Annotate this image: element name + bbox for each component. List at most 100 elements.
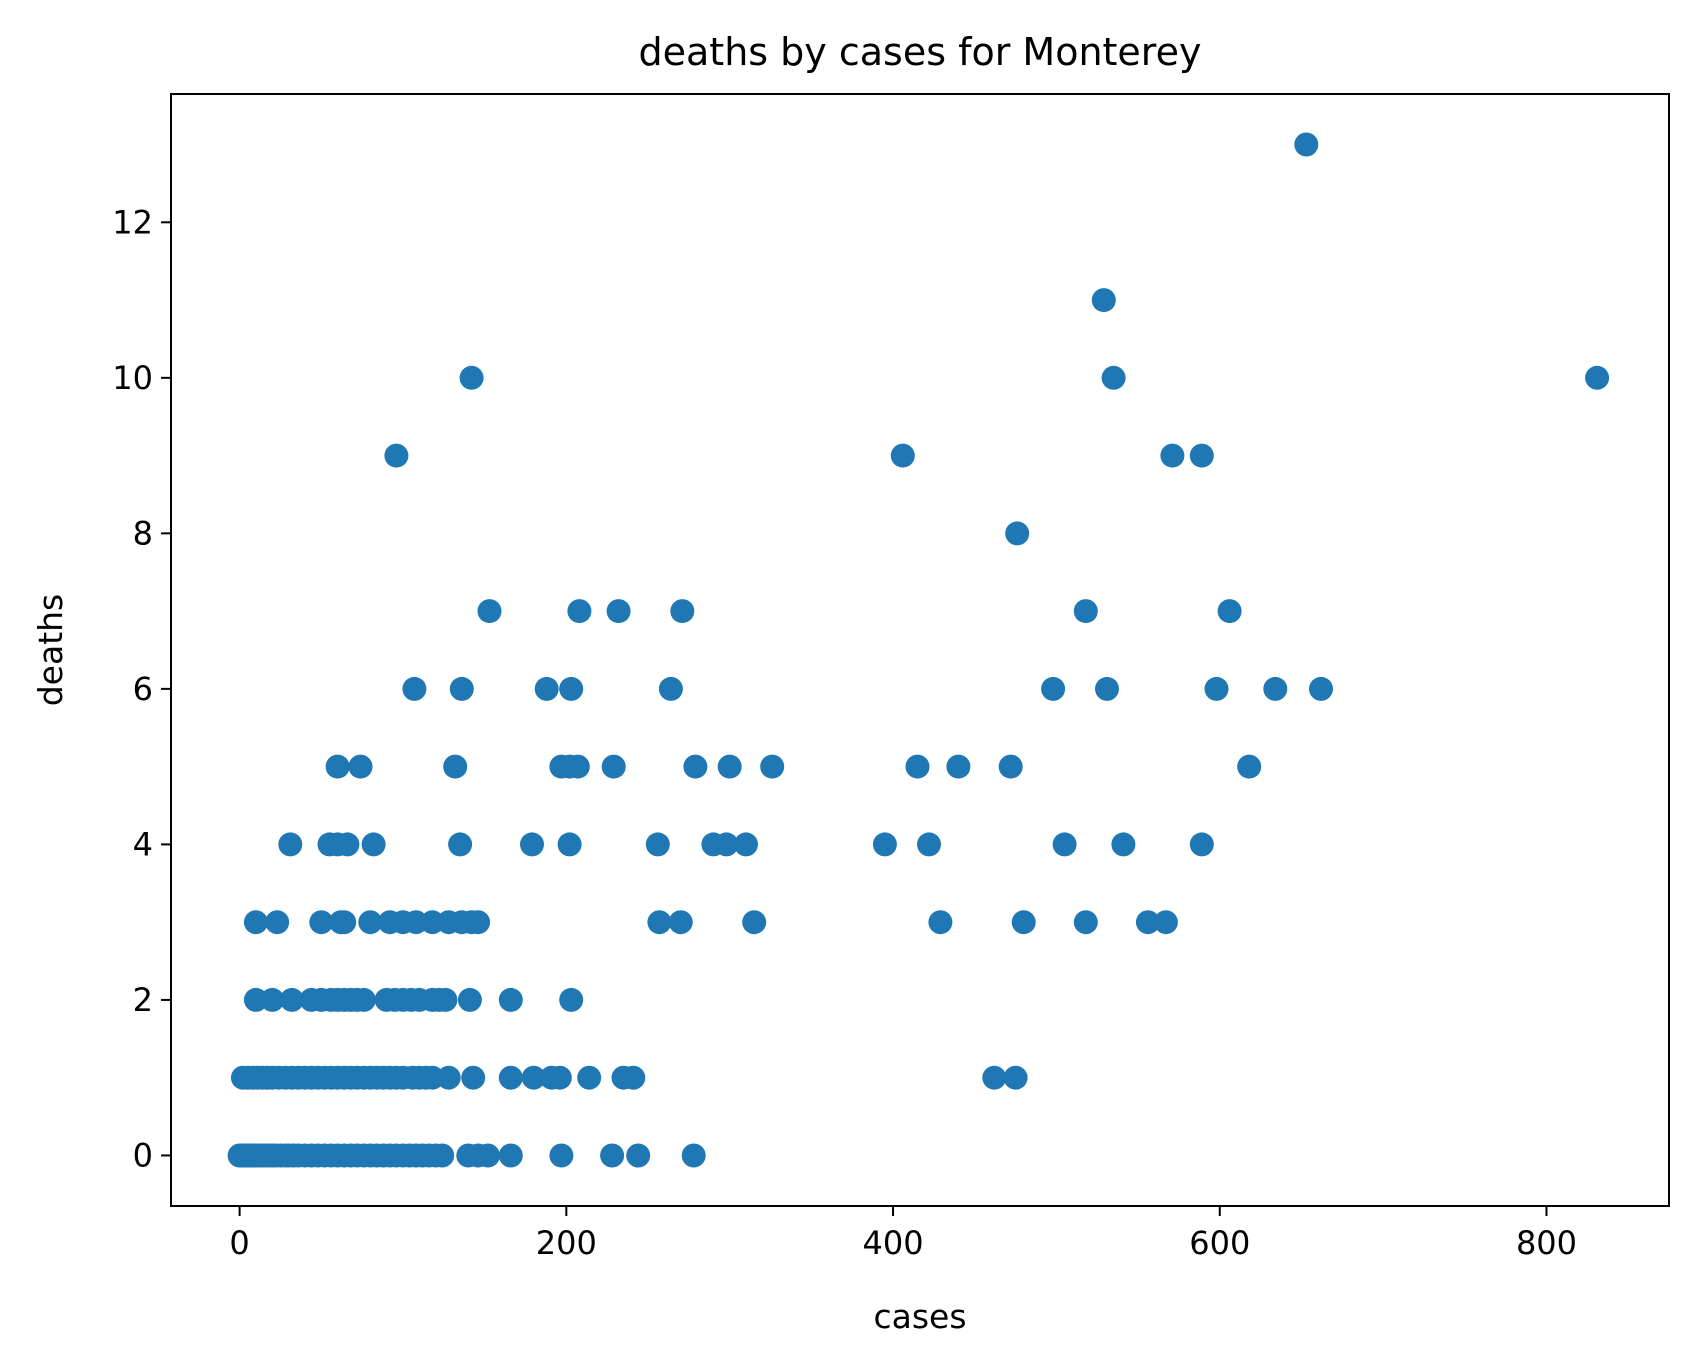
- data-point: [466, 910, 491, 935]
- x-tick-label: 400: [863, 1224, 924, 1262]
- points-layer: [227, 132, 1610, 1168]
- data-point: [559, 676, 584, 701]
- data-point: [1585, 365, 1610, 390]
- y-tick-label: 8: [133, 514, 153, 552]
- x-tick-label: 800: [1516, 1224, 1577, 1262]
- data-point: [621, 1065, 646, 1090]
- y-tick-label: 2: [133, 981, 153, 1019]
- data-point: [549, 1143, 574, 1168]
- data-point: [681, 1143, 706, 1168]
- y-tick-label: 4: [133, 825, 153, 863]
- data-point: [402, 676, 427, 701]
- data-point: [890, 443, 915, 468]
- data-point: [1217, 599, 1242, 624]
- data-point: [928, 910, 953, 935]
- data-point: [475, 1143, 500, 1168]
- data-point: [436, 1065, 461, 1090]
- data-point: [498, 987, 523, 1012]
- data-point: [449, 676, 474, 701]
- data-point: [1011, 910, 1036, 935]
- y-axis-label: deaths: [31, 594, 70, 707]
- x-tick-label: 0: [229, 1224, 249, 1262]
- axis-ticks: 0 200 400 600 800 0 2 4 6 8 10 12: [112, 203, 1577, 1262]
- data-point: [278, 832, 303, 857]
- data-point: [1294, 132, 1319, 157]
- data-point: [279, 987, 304, 1012]
- data-point: [1073, 910, 1098, 935]
- data-point: [498, 1143, 523, 1168]
- data-point: [498, 1065, 523, 1090]
- data-point: [658, 676, 683, 701]
- data-point: [309, 910, 334, 935]
- data-point: [714, 832, 739, 857]
- data-point: [1052, 832, 1077, 857]
- data-point: [600, 1143, 625, 1168]
- data-point: [1237, 754, 1262, 779]
- data-point: [1111, 832, 1136, 857]
- data-point: [520, 832, 544, 857]
- data-point: [601, 754, 626, 779]
- data-point: [547, 1065, 572, 1090]
- x-tick-label: 600: [1189, 1224, 1250, 1262]
- data-point: [243, 910, 268, 935]
- data-point: [557, 832, 582, 857]
- data-point: [384, 443, 409, 468]
- data-point: [332, 910, 357, 935]
- data-point: [559, 987, 584, 1012]
- chart-title: deaths by cases for Monterey: [639, 30, 1202, 74]
- data-point: [1153, 910, 1178, 935]
- data-point: [260, 987, 285, 1012]
- data-point: [946, 754, 971, 779]
- data-point: [461, 1065, 486, 1090]
- data-point: [348, 754, 373, 779]
- data-point: [1135, 910, 1160, 935]
- data-point: [917, 832, 941, 857]
- data-point: [433, 987, 458, 1012]
- data-point: [872, 832, 897, 857]
- data-point: [647, 910, 672, 935]
- data-point: [265, 910, 290, 935]
- data-point: [1309, 676, 1333, 701]
- data-point: [448, 832, 473, 857]
- data-point: [577, 1065, 602, 1090]
- data-point: [1003, 1065, 1028, 1090]
- data-point: [358, 910, 383, 935]
- data-point: [351, 987, 376, 1012]
- data-point: [567, 599, 592, 624]
- data-point: [1101, 365, 1126, 390]
- data-point: [734, 832, 758, 857]
- y-tick-label: 0: [133, 1136, 153, 1174]
- data-point: [1189, 443, 1214, 468]
- data-point: [430, 1143, 455, 1168]
- data-point: [1189, 832, 1214, 857]
- data-point: [404, 910, 428, 935]
- x-tick-label: 200: [536, 1224, 597, 1262]
- y-tick-label: 6: [133, 670, 153, 708]
- x-axis-label: cases: [873, 1297, 966, 1336]
- data-point: [1204, 676, 1229, 701]
- data-point: [683, 754, 708, 779]
- data-point: [534, 676, 559, 701]
- data-point: [1095, 676, 1119, 701]
- y-tick-label: 12: [112, 203, 153, 241]
- data-point: [717, 754, 742, 779]
- data-point: [459, 365, 484, 390]
- data-point: [668, 910, 693, 935]
- data-point: [905, 754, 930, 779]
- data-point: [335, 832, 360, 857]
- data-point: [325, 754, 350, 779]
- data-point: [742, 910, 767, 935]
- data-point: [457, 987, 482, 1012]
- data-point: [361, 832, 386, 857]
- data-point: [982, 1065, 1007, 1090]
- data-point: [477, 599, 502, 624]
- plot-area: [171, 94, 1669, 1206]
- data-point: [670, 599, 695, 624]
- data-point: [1005, 521, 1030, 546]
- plot-frame: [170, 93, 1670, 1207]
- data-point: [243, 987, 268, 1012]
- data-point: [1263, 676, 1288, 701]
- data-point: [1073, 599, 1098, 624]
- y-tick-label: 10: [112, 359, 153, 397]
